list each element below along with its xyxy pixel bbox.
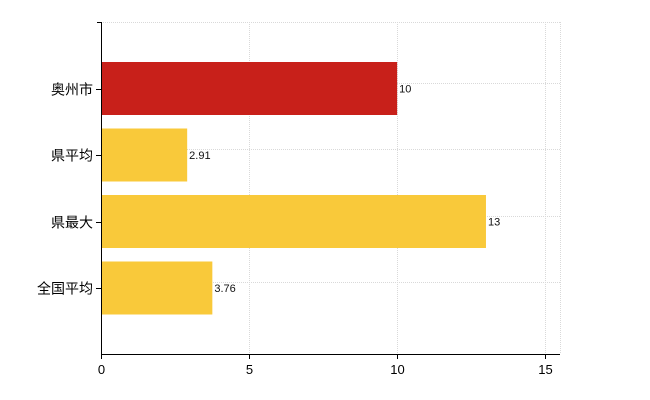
data-label-3: 3.76: [214, 283, 235, 295]
x-tick-label-1: 5: [246, 362, 253, 377]
axis-layer: [96, 22, 560, 359]
category-label-3: 全国平均: [37, 281, 93, 298]
x-tick-label-0: 0: [98, 362, 105, 377]
bar-0: [101, 62, 398, 115]
bar-2: [101, 195, 486, 248]
data-label-1: 2.91: [189, 150, 210, 162]
category-label-1: 県平均: [51, 149, 93, 165]
bar-1: [101, 128, 188, 182]
bar-layer: [101, 62, 486, 315]
data-label-0: 10: [399, 84, 411, 96]
x-tick-label-3: 15: [538, 362, 552, 377]
x-tick-label-2: 10: [390, 362, 404, 377]
category-label-2: 県最大: [51, 216, 93, 232]
category-label-0: 奥州市: [51, 82, 93, 99]
data-label-2: 13: [488, 217, 500, 229]
bar-3: [101, 261, 213, 315]
